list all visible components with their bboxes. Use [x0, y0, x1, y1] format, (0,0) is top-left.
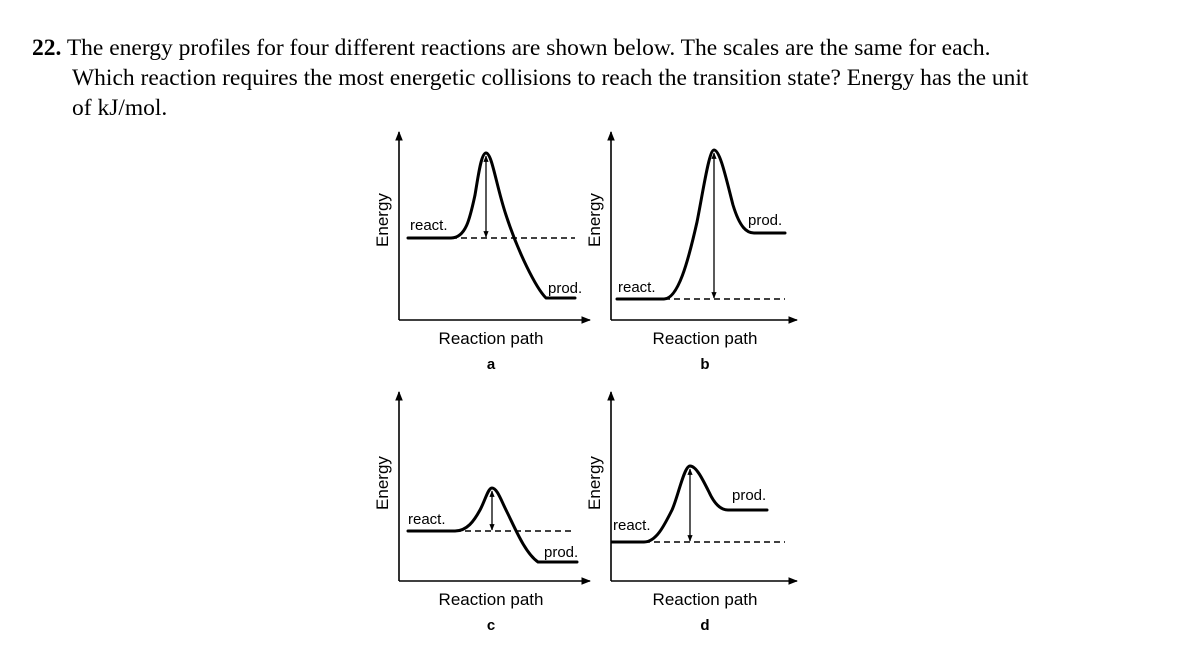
panel-b-energy-curve — [615, 148, 787, 301]
panel-a-energy-curve — [406, 151, 577, 300]
question-line-1-text: The energy profiles for four different r… — [66, 35, 991, 61]
panel-d-product-label: prod. — [732, 487, 766, 504]
question-line-1: 22. The energy profiles for four differe… — [32, 33, 1162, 63]
panel-a-x-label: Reaction path — [439, 329, 544, 348]
panel-b-product-label: prod. — [748, 212, 782, 229]
panel-a-letter: a — [487, 356, 496, 373]
panel-c-product-label: prod. — [544, 544, 578, 561]
panel-d-y-label: Energy — [585, 456, 604, 510]
panel-a-product-label: prod. — [548, 280, 582, 297]
panel-d-reactant-label: react. — [613, 517, 651, 534]
panel-a-y-label: Energy — [373, 193, 392, 247]
panel-c-reactant-label: react. — [408, 511, 446, 528]
panel-b-reactant-label: react. — [618, 279, 656, 296]
panel-b-y-label: Energy — [585, 193, 604, 247]
panel-a-reactant-label: react. — [410, 217, 448, 234]
panel-b: react. prod. Energy Reaction path b — [585, 131, 798, 373]
question-line-2: Which reaction requires the most energet… — [72, 65, 1029, 91]
panel-d-letter: d — [700, 617, 709, 634]
question-line-3: of kJ/mol. — [72, 95, 168, 121]
question-number: 22. — [32, 35, 62, 61]
question-text: 22. The energy profiles for four differe… — [32, 33, 1162, 123]
panel-c-letter: c — [487, 617, 495, 634]
panel-c: react. prod. Energy Reaction path c — [373, 391, 591, 634]
panel-d-energy-curve — [610, 464, 769, 544]
panel-c-energy-curve — [406, 486, 579, 564]
panel-c-y-label: Energy — [373, 456, 392, 510]
panel-d-x-label: Reaction path — [653, 590, 758, 609]
panel-a: react. prod. Energy Reaction path a — [373, 131, 591, 373]
panel-d: react. prod. Energy Reaction path d — [585, 391, 798, 634]
panel-c-x-label: Reaction path — [439, 590, 544, 609]
panel-b-x-label: Reaction path — [653, 329, 758, 348]
panel-b-letter: b — [700, 356, 709, 373]
